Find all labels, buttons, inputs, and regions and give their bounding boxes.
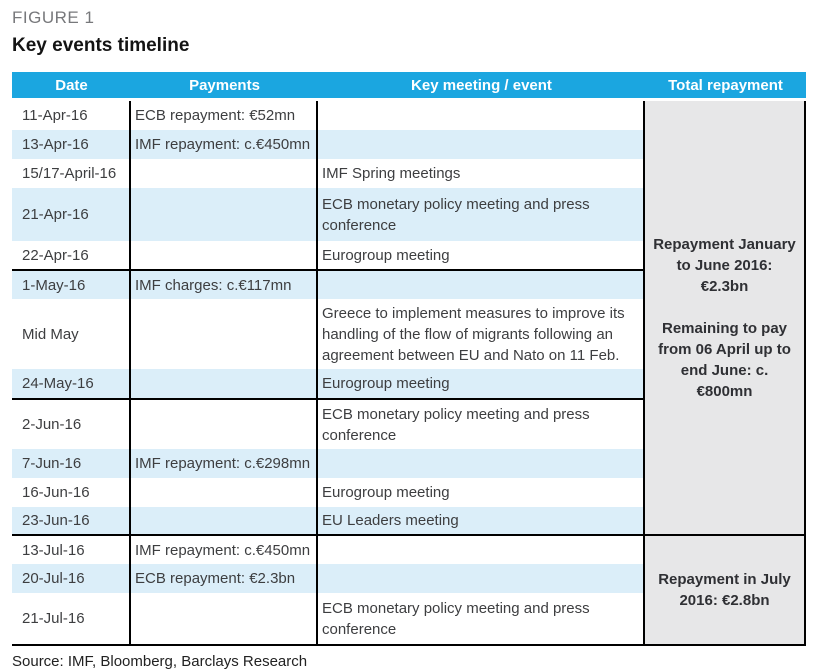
- cell-event: [318, 564, 645, 593]
- cell-date: 15/17-April-16: [12, 159, 131, 188]
- cell-event: Eurogroup meeting: [318, 369, 645, 400]
- cell-event: [318, 130, 645, 159]
- cell-date: 7-Jun-16: [12, 449, 131, 478]
- cell-payment: ECB repayment: €52mn: [131, 101, 318, 130]
- cell-date: 20-Jul-16: [12, 564, 131, 593]
- summary-line: Repayment in July 2016: €2.8bn: [658, 571, 791, 609]
- column-header-event: Key meeting / event: [411, 76, 552, 94]
- cell-date: 1-May-16: [12, 271, 131, 299]
- cell-date: 2-Jun-16: [12, 400, 131, 449]
- cell-event: [318, 101, 645, 130]
- summary-line: Repayment January to June 2016: €2.3bn: [653, 235, 796, 295]
- source-note: Source: IMF, Bloomberg, Barclays Researc…: [12, 653, 308, 669]
- cell-date: 16-Jun-16: [12, 478, 131, 507]
- cell-payment: [131, 241, 318, 271]
- cell-event: [318, 271, 645, 299]
- key-events-table: Date Payments Key meeting / event Total …: [12, 72, 806, 646]
- cell-payment: IMF repayment: c.€450mn: [131, 130, 318, 159]
- cell-date: 23-Jun-16: [12, 507, 131, 536]
- cell-date: 24-May-16: [12, 369, 131, 400]
- cell-payment: IMF repayment: c.€450mn: [131, 536, 318, 564]
- cell-event: ECB monetary policy meeting and press co…: [318, 400, 645, 449]
- cell-date: 21-Jul-16: [12, 593, 131, 646]
- column-header-total: Total repayment: [668, 76, 783, 94]
- cell-event: [318, 536, 645, 564]
- cell-date: 11-Apr-16: [12, 101, 131, 130]
- table-header-row: Date Payments Key meeting / event Total …: [12, 72, 806, 98]
- cell-payment: [131, 478, 318, 507]
- cell-date: 21-Apr-16: [12, 188, 131, 241]
- total-repayment-summary-jan-june: Repayment January to June 2016: €2.3bn R…: [645, 101, 806, 536]
- cell-payment: [131, 299, 318, 369]
- cell-event: Eurogroup meeting: [318, 478, 645, 507]
- cell-date: 22-Apr-16: [12, 241, 131, 271]
- cell-event: IMF Spring meetings: [318, 159, 645, 188]
- cell-payment: [131, 400, 318, 449]
- cell-payment: [131, 188, 318, 241]
- cell-date: 13-Apr-16: [12, 130, 131, 159]
- cell-payment: [131, 159, 318, 188]
- cell-event: Eurogroup meeting: [318, 241, 645, 271]
- cell-payment: [131, 507, 318, 536]
- cell-event: Greece to implement measures to improve …: [318, 299, 645, 369]
- cell-event: EU Leaders meeting: [318, 507, 645, 536]
- page-title: Key events timeline: [12, 35, 190, 56]
- total-repayment-summary-july: Repayment in July 2016: €2.8bn: [645, 536, 806, 646]
- figure-label: FIGURE 1: [12, 8, 95, 27]
- column-header-payments: Payments: [189, 76, 260, 94]
- cell-date: 13-Jul-16: [12, 536, 131, 564]
- cell-payment: ECB repayment: €2.3bn: [131, 564, 318, 593]
- cell-payment: IMF repayment: c.€298mn: [131, 449, 318, 478]
- column-header-date: Date: [55, 76, 88, 94]
- table-body: 11-Apr-16 ECB repayment: €52mn Repayment…: [12, 101, 806, 646]
- cell-payment: [131, 593, 318, 646]
- cell-event: [318, 449, 645, 478]
- cell-payment: IMF charges: c.€117mn: [131, 271, 318, 299]
- cell-event: ECB monetary policy meeting and press co…: [318, 188, 645, 241]
- cell-payment: [131, 369, 318, 400]
- cell-date: Mid May: [12, 299, 131, 369]
- cell-event: ECB monetary policy meeting and press co…: [318, 593, 645, 646]
- summary-line: Remaining to pay from 06 April up to end…: [658, 319, 791, 400]
